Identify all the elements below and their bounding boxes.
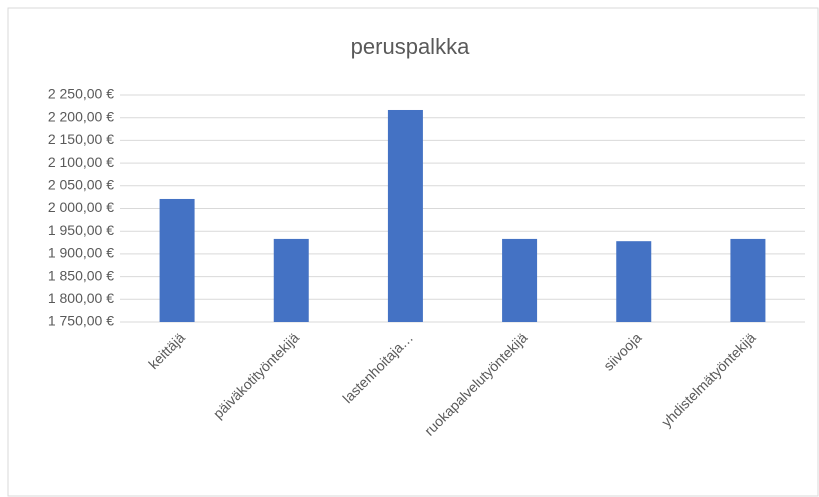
y-tick-label: 2 150,00 € [48,131,114,147]
bar [273,238,309,322]
bar [502,238,538,322]
y-tick-label: 2 050,00 € [48,177,114,193]
bar [730,238,766,322]
y-tick-label: 2 100,00 € [48,154,114,170]
y-tick-label: 1 900,00 € [48,245,114,261]
bar [159,198,195,322]
y-tick-label: 2 250,00 € [48,86,114,102]
chart-title: peruspalkka [351,34,470,59]
y-tick-label: 1 850,00 € [48,267,114,283]
y-tick-label: 1 750,00 € [48,313,114,329]
bar [616,241,652,322]
y-tick-label: 2 200,00 € [48,108,114,124]
y-tick-label: 1 950,00 € [48,222,114,238]
y-tick-label: 1 800,00 € [48,290,114,306]
bar [387,109,423,323]
y-tick-label: 2 000,00 € [48,199,114,215]
